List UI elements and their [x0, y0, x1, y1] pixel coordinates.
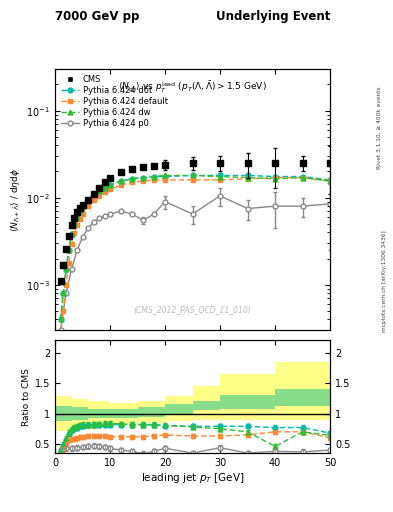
Text: Rivet 3.1.10, ≥ 400k events: Rivet 3.1.10, ≥ 400k events: [377, 87, 382, 169]
X-axis label: leading jet $p_T$ [GeV]: leading jet $p_T$ [GeV]: [141, 471, 244, 485]
Text: (CMS_2012_PAS_QCD_11_010): (CMS_2012_PAS_QCD_11_010): [134, 305, 252, 314]
Text: $\langle N_{ch}\rangle$ vs $p_T^{\rm lead}$ ($p_T(\Lambda,\bar{\Lambda}) > 1.5$ : $\langle N_{ch}\rangle$ vs $p_T^{\rm lea…: [118, 79, 267, 95]
Y-axis label: Ratio to CMS: Ratio to CMS: [22, 368, 31, 426]
Y-axis label: $\langle N_{\Lambda+\bar{\Lambda}} \rangle$ / d$\eta$d$\phi$: $\langle N_{\Lambda+\bar{\Lambda}} \rang…: [9, 168, 22, 231]
Text: mcplots.cern.ch [arXiv:1306.3436]: mcplots.cern.ch [arXiv:1306.3436]: [382, 231, 387, 332]
Text: 7000 GeV pp: 7000 GeV pp: [55, 10, 140, 23]
Text: Underlying Event: Underlying Event: [216, 10, 330, 23]
Legend: CMS, Pythia 6.424 d6t, Pythia 6.424 default, Pythia 6.424 dw, Pythia 6.424 p0: CMS, Pythia 6.424 d6t, Pythia 6.424 defa…: [59, 73, 169, 130]
